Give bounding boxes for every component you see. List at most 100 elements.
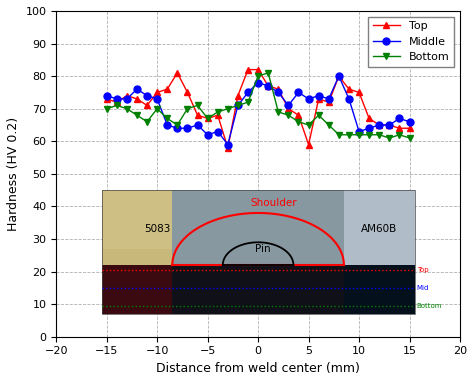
Top: [215, 113, 220, 118]
Bar: [173, 190, 344, 265]
Middle: [265, 84, 271, 88]
Top: [326, 100, 332, 104]
Bar: [101, 265, 173, 314]
Bottom: [205, 116, 210, 121]
Top: [124, 93, 130, 98]
Middle: [215, 129, 220, 134]
Bottom: [144, 120, 150, 124]
Top: [155, 90, 160, 95]
Middle: [235, 103, 241, 108]
Text: Mid: Mid: [417, 285, 429, 291]
Top: [144, 103, 150, 108]
X-axis label: Distance from weld center (mm): Distance from weld center (mm): [156, 362, 360, 375]
Top: [285, 107, 291, 111]
Bottom: [174, 123, 180, 127]
Top: [245, 67, 251, 72]
Top: [397, 126, 402, 131]
Bottom: [326, 123, 332, 127]
Top: [114, 100, 119, 104]
Bottom: [104, 107, 109, 111]
Top: [205, 116, 210, 121]
Bottom: [134, 113, 140, 118]
Top: [336, 74, 342, 78]
Top: [104, 97, 109, 101]
Bottom: [316, 113, 321, 118]
Middle: [326, 97, 332, 101]
Middle: [346, 97, 352, 101]
Middle: [134, 87, 140, 91]
Top: [225, 146, 231, 150]
Text: Top: Top: [417, 267, 428, 273]
Middle: [205, 133, 210, 137]
Middle: [184, 126, 190, 131]
Middle: [386, 123, 392, 127]
Top: [195, 113, 201, 118]
Top: [184, 90, 190, 95]
Bottom: [366, 133, 372, 137]
Middle: [174, 126, 180, 131]
Bottom: [296, 120, 301, 124]
Bottom: [397, 133, 402, 137]
Middle: [407, 120, 412, 124]
Bar: [173, 265, 344, 314]
Middle: [397, 116, 402, 121]
Top: [366, 116, 372, 121]
Top: [265, 84, 271, 88]
Middle: [155, 97, 160, 101]
Bottom: [155, 107, 160, 111]
Bar: [101, 190, 173, 265]
Bottom: [336, 133, 342, 137]
Bar: [344, 190, 415, 265]
Legend: Top, Middle, Bottom: Top, Middle, Bottom: [368, 16, 455, 66]
Middle: [356, 129, 362, 134]
Top: [346, 87, 352, 91]
Middle: [144, 93, 150, 98]
Top: [356, 90, 362, 95]
Bottom: [285, 113, 291, 118]
Text: Shoulder: Shoulder: [250, 198, 297, 208]
Bottom: [235, 103, 241, 108]
Middle: [124, 97, 130, 101]
Top: [296, 113, 301, 118]
Middle: [285, 103, 291, 108]
Middle: [245, 90, 251, 95]
Bottom: [356, 133, 362, 137]
Middle: [164, 123, 170, 127]
Top: [386, 123, 392, 127]
Bottom: [245, 100, 251, 104]
Top: [134, 97, 140, 101]
Middle: [114, 97, 119, 101]
Line: Top: Top: [103, 66, 413, 151]
Bottom: [407, 136, 412, 140]
Bottom: [346, 133, 352, 137]
Bottom: [306, 123, 311, 127]
Middle: [225, 142, 231, 147]
Text: Bottom: Bottom: [417, 303, 442, 309]
Text: Pin: Pin: [255, 244, 271, 254]
Bottom: [195, 103, 201, 108]
Bottom: [114, 103, 119, 108]
Bottom: [184, 107, 190, 111]
Top: [255, 67, 261, 72]
Top: [306, 142, 311, 147]
Middle: [104, 93, 109, 98]
Bar: [344, 265, 415, 314]
Bottom: [265, 71, 271, 75]
Middle: [316, 93, 321, 98]
Middle: [306, 97, 311, 101]
Bottom: [164, 116, 170, 121]
Bottom: [215, 110, 220, 114]
Middle: [195, 123, 201, 127]
Bottom: [225, 107, 231, 111]
Top: [275, 87, 281, 91]
Top: [235, 93, 241, 98]
Bottom: [124, 107, 130, 111]
Top: [174, 71, 180, 75]
Middle: [255, 80, 261, 85]
Top: [376, 123, 382, 127]
Text: 5083: 5083: [144, 224, 170, 234]
Bottom: [255, 74, 261, 78]
Line: Middle: Middle: [103, 73, 413, 148]
Top: [407, 126, 412, 131]
Line: Bottom: Bottom: [103, 70, 413, 141]
